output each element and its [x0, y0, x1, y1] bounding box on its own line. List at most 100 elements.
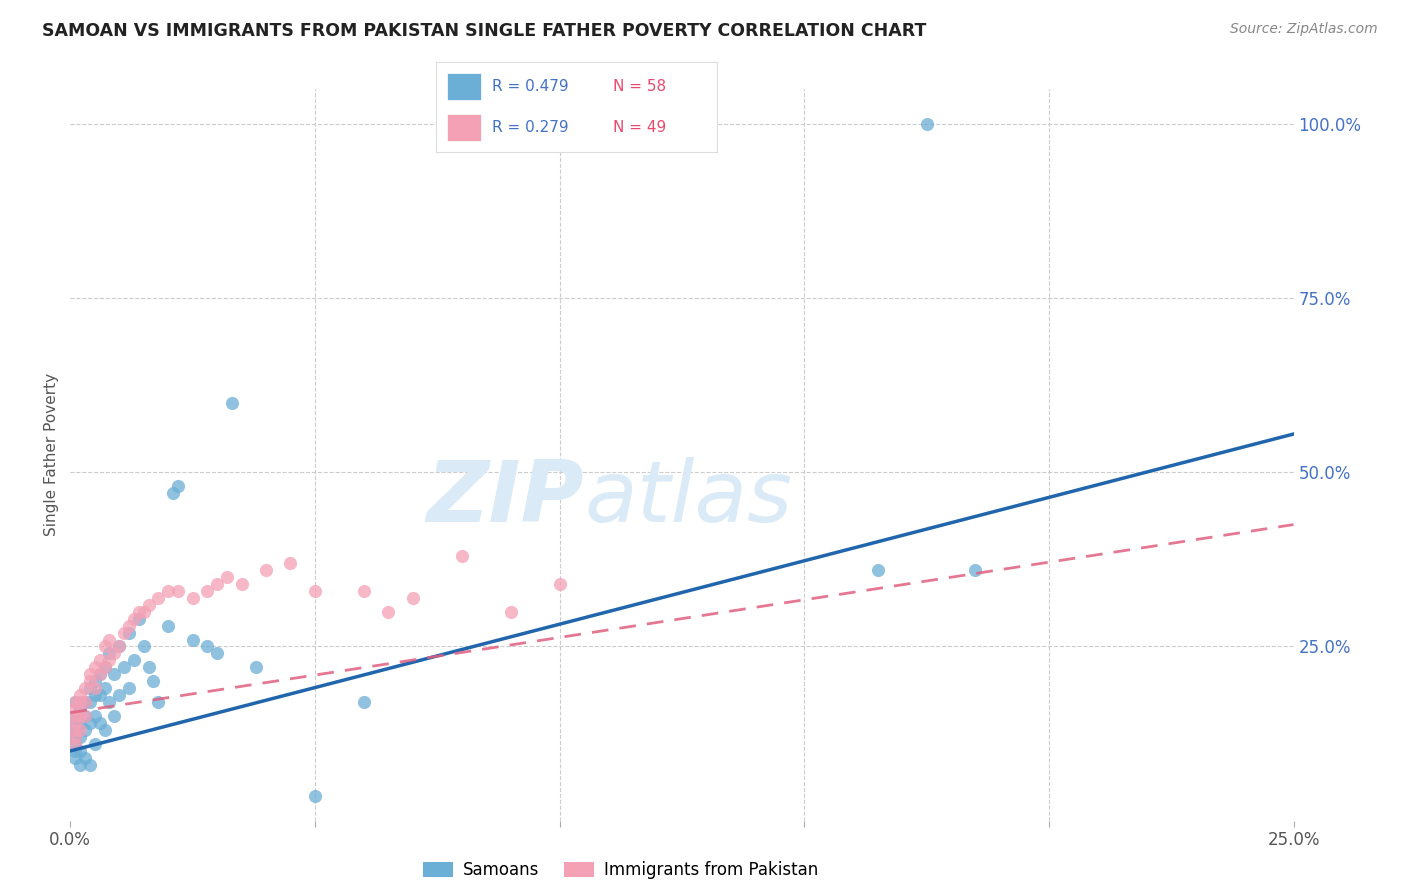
Point — [98, 647, 121, 661]
Point — [118, 618, 141, 632]
Point — [377, 605, 399, 619]
Point — [108, 640, 131, 654]
Point — [63, 737, 86, 751]
Point — [63, 716, 86, 731]
Point — [63, 709, 86, 723]
Point — [63, 744, 86, 758]
Point — [83, 709, 105, 723]
Point — [108, 640, 131, 654]
Point — [89, 688, 111, 702]
Point — [353, 695, 375, 709]
Point — [138, 598, 160, 612]
Point — [103, 709, 125, 723]
Legend: Samoans, Immigrants from Pakistan: Samoans, Immigrants from Pakistan — [416, 855, 825, 886]
Point — [118, 681, 141, 696]
Point — [93, 723, 115, 737]
Point — [83, 737, 105, 751]
Point — [73, 709, 96, 723]
Text: Source: ZipAtlas.com: Source: ZipAtlas.com — [1230, 22, 1378, 37]
Point — [83, 681, 105, 696]
Point — [148, 591, 170, 605]
Point — [73, 751, 96, 765]
Point — [112, 660, 135, 674]
Point — [132, 640, 155, 654]
Point — [69, 702, 91, 716]
Point — [73, 709, 96, 723]
Point — [93, 640, 115, 654]
Point — [79, 667, 101, 681]
Point — [98, 632, 121, 647]
Point — [63, 751, 86, 765]
Point — [79, 674, 101, 689]
Point — [63, 723, 86, 737]
Point — [63, 716, 86, 731]
Point — [128, 605, 150, 619]
Point — [205, 647, 228, 661]
Point — [93, 660, 115, 674]
Text: R = 0.279: R = 0.279 — [492, 120, 568, 135]
Point — [245, 660, 267, 674]
Text: SAMOAN VS IMMIGRANTS FROM PAKISTAN SINGLE FATHER POVERTY CORRELATION CHART: SAMOAN VS IMMIGRANTS FROM PAKISTAN SINGL… — [42, 22, 927, 40]
Point — [63, 730, 86, 744]
Point — [195, 640, 218, 654]
Bar — [447, 114, 481, 141]
Text: atlas: atlas — [583, 458, 792, 541]
Point — [499, 605, 522, 619]
Point — [402, 591, 425, 605]
Point — [63, 702, 86, 716]
Point — [304, 789, 326, 804]
Point — [353, 583, 375, 598]
Point — [73, 723, 96, 737]
Point — [195, 583, 218, 598]
Point — [142, 674, 165, 689]
Point — [132, 605, 155, 619]
Point — [69, 688, 91, 702]
Point — [98, 653, 121, 667]
Point — [965, 563, 987, 577]
Point — [69, 695, 91, 709]
Point — [866, 563, 889, 577]
Point — [254, 563, 277, 577]
Point — [83, 674, 105, 689]
Point — [167, 479, 190, 493]
Bar — [447, 73, 481, 100]
Point — [280, 556, 302, 570]
Point — [69, 758, 91, 772]
Point — [63, 709, 86, 723]
Point — [112, 625, 135, 640]
Point — [108, 688, 131, 702]
Point — [103, 647, 125, 661]
Point — [79, 695, 101, 709]
Text: ZIP: ZIP — [426, 458, 583, 541]
Point — [63, 737, 86, 751]
Point — [93, 681, 115, 696]
Point — [118, 625, 141, 640]
Point — [157, 618, 180, 632]
Point — [231, 576, 253, 591]
Point — [128, 612, 150, 626]
Point — [122, 612, 145, 626]
Point — [89, 716, 111, 731]
Point — [69, 744, 91, 758]
Point — [450, 549, 472, 563]
Point — [157, 583, 180, 598]
Point — [181, 632, 204, 647]
Point — [79, 758, 101, 772]
Point — [69, 730, 91, 744]
Point — [83, 688, 105, 702]
Text: R = 0.479: R = 0.479 — [492, 79, 568, 94]
Point — [79, 681, 101, 696]
Point — [89, 653, 111, 667]
Point — [73, 681, 96, 696]
Point — [69, 723, 91, 737]
Point — [89, 667, 111, 681]
Point — [69, 709, 91, 723]
Point — [304, 583, 326, 598]
Y-axis label: Single Father Poverty: Single Father Poverty — [44, 374, 59, 536]
Point — [548, 576, 571, 591]
Point — [93, 660, 115, 674]
Point — [205, 576, 228, 591]
Point — [215, 570, 238, 584]
Point — [98, 695, 121, 709]
Point — [69, 716, 91, 731]
